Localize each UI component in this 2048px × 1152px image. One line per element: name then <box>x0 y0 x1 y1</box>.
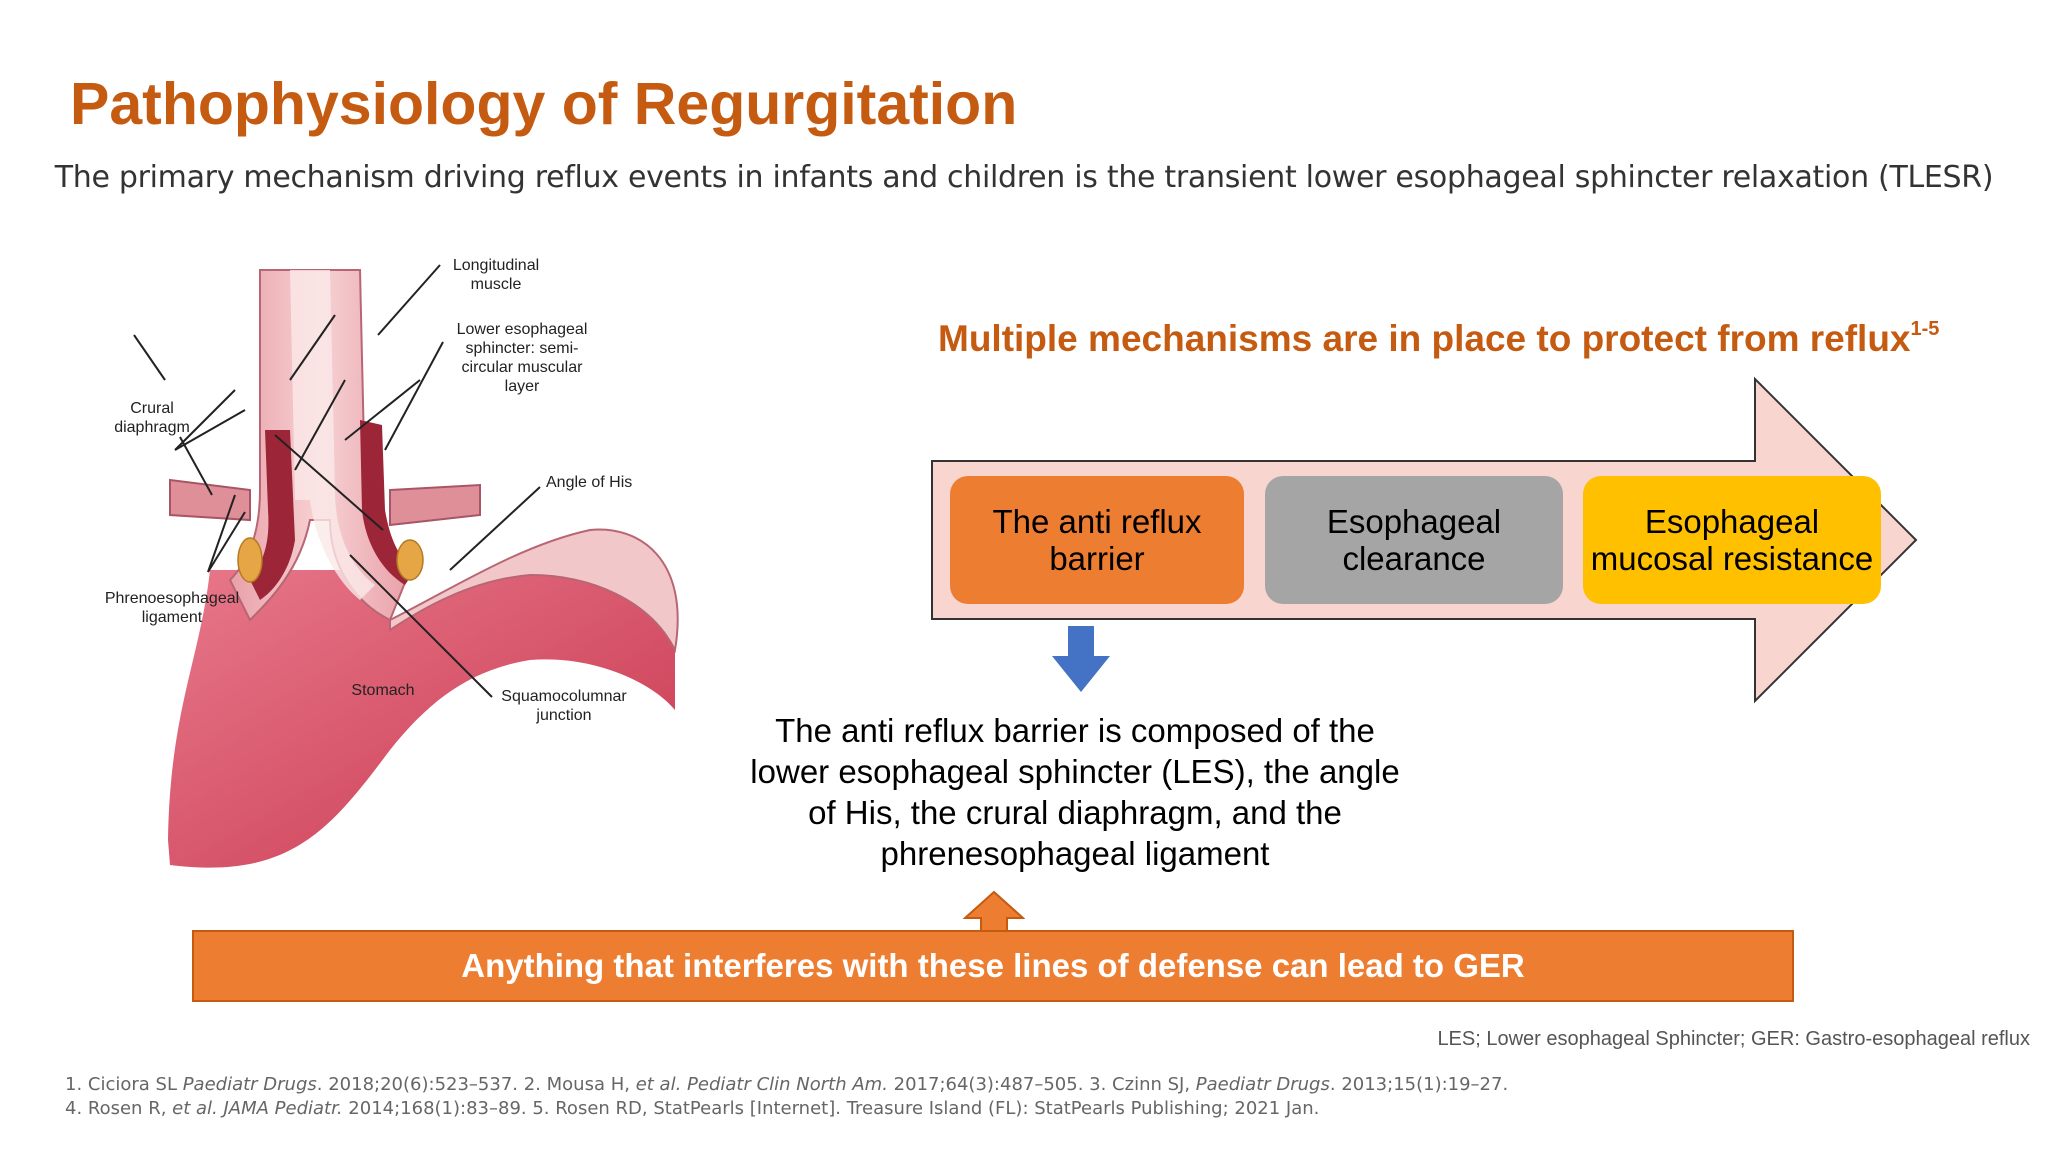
label-leader-lines <box>133 314 421 531</box>
label-stomach: Stomach <box>351 682 414 699</box>
ref1-part-c: . 2018;20(6):523–537. 2. Mousa H, <box>316 1074 636 1095</box>
les-muscle-shape <box>237 420 424 600</box>
label-crural-line2: diaphragm <box>114 419 190 436</box>
mechanism-box-mucosal-resistance: Esophageal mucosal resistance <box>1583 476 1881 604</box>
abbreviations-footnote: LES; Lower esophageal Sphincter; GER: Ga… <box>1437 1028 2030 1050</box>
references-line-2: 4. Rosen R, et al. JAMA Pediatr. 2014;16… <box>65 1098 1319 1119</box>
ref2-part-c: 2014;168(1):83–89. 5. Rosen RD, StatPear… <box>342 1098 1320 1119</box>
label-crural-line1: Crural <box>130 400 174 417</box>
label-les-line2: sphincter: semi- <box>466 340 579 357</box>
ref1-part-b: Paediatr Drugs <box>182 1074 317 1095</box>
label-les-line4: layer <box>505 378 540 395</box>
label-les-line1: Lower esophageal <box>457 321 588 338</box>
references-line-1: 1. Ciciora SL Paediatr Drugs. 2018;20(6)… <box>65 1074 1508 1095</box>
esophagus-anatomy-illustration: Longitudinal muscle Lower esophageal sph… <box>105 257 679 868</box>
label-longitudinal-muscle-line2: muscle <box>471 276 522 293</box>
ger-banner: Anything that interferes with these line… <box>192 930 1794 1002</box>
label-les-line3: circular muscular <box>462 359 584 376</box>
ref1-part-g: 2017;64(3):487–505. 3. Czinn SJ, <box>887 1074 1196 1095</box>
ref1-part-a: 1. Ciciora SL <box>65 1074 183 1095</box>
label-longitudinal-muscle-line1: Longitudinal <box>453 257 539 274</box>
up-arrow-icon <box>963 890 1025 934</box>
mechanisms-heading-text: Multiple mechanisms are in place to prot… <box>938 318 1911 359</box>
ref1-part-i: . 2013;15(1):19–27. <box>1329 1074 1509 1095</box>
page-title: Pathophysiology of Regurgitation <box>70 71 1018 137</box>
label-squamo-line1: Squamocolumnar <box>501 688 627 705</box>
mechanisms-heading-superscript: 1-5 <box>1910 318 1940 340</box>
ref2-part-b: et al. JAMA Pediatr. <box>172 1098 343 1119</box>
mechanisms-heading: Multiple mechanisms are in place to prot… <box>938 318 1939 360</box>
label-phreno-line2: ligament <box>142 609 203 626</box>
label-squamo-line2: junction <box>535 707 591 724</box>
page-subtitle: The primary mechanism driving reflux eve… <box>54 160 1994 195</box>
anti-reflux-barrier-explanation: The anti reflux barrier is composed of t… <box>750 712 1400 872</box>
mechanism-box-anti-reflux-barrier: The anti reflux barrier <box>950 476 1244 604</box>
mechanism-box-esophageal-clearance: Esophageal clearance <box>1265 476 1563 604</box>
label-angle-of-his: Angle of His <box>546 474 632 491</box>
down-arrow-icon <box>1052 626 1110 692</box>
ref1-part-f: Pediatr Clin North Am. <box>687 1074 888 1095</box>
stomach-shape <box>168 528 679 868</box>
ref1-part-h: Paediatr Drugs <box>1195 1074 1330 1095</box>
ref1-part-d: et al. <box>635 1074 682 1095</box>
label-leader-lines-2 <box>179 264 541 698</box>
ref2-part-a: 4. Rosen R, <box>65 1098 173 1119</box>
label-phreno-line1: Phrenoesophageal <box>105 590 239 607</box>
